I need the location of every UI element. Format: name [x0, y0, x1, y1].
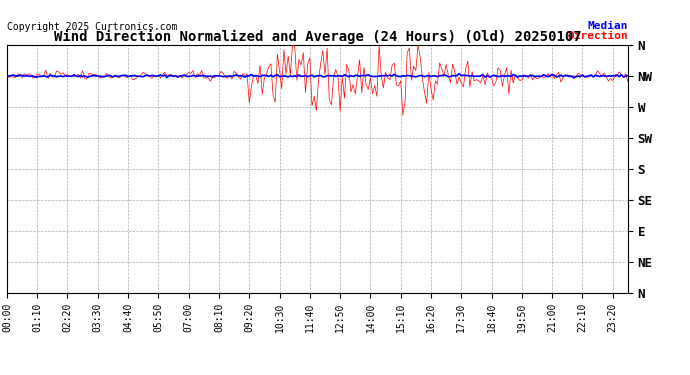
Text: Median: Median — [587, 21, 628, 32]
Title: Wind Direction Normalized and Average (24 Hours) (Old) 20250107: Wind Direction Normalized and Average (2… — [54, 30, 581, 44]
Text: Copyright 2025 Curtronics.com: Copyright 2025 Curtronics.com — [7, 22, 177, 32]
Text: Direction: Direction — [567, 32, 628, 41]
